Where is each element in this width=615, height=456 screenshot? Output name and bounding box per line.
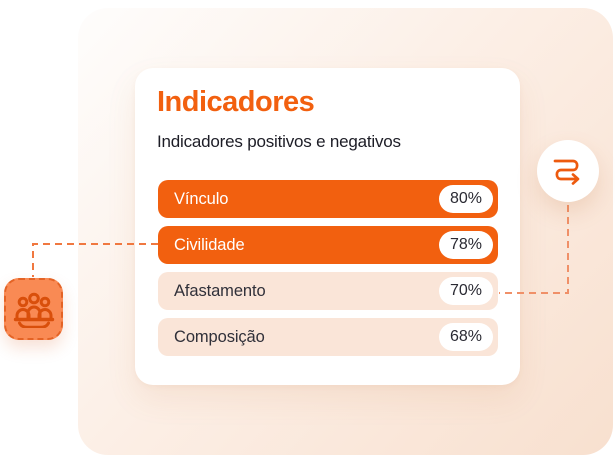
indicator-label: Vínculo xyxy=(174,189,229,208)
indicator-label: Afastamento xyxy=(174,281,266,300)
indicator-row-civilidade[interactable]: Civilidade 78% xyxy=(158,226,498,264)
team-table-icon xyxy=(13,292,54,328)
indicator-row-composicao[interactable]: Composição 68% xyxy=(158,318,498,356)
indicators-card: Indicadores Indicadores positivos e nega… xyxy=(135,68,520,385)
winding-arrow-icon xyxy=(553,159,580,185)
indicator-label: Civilidade xyxy=(174,235,245,254)
value-badge: 78% xyxy=(438,231,493,259)
value-badge: 70% xyxy=(438,277,493,305)
value-badge: 68% xyxy=(438,323,493,351)
indicator-list: Vínculo 80% Civilidade 78% Afastamento 7… xyxy=(158,180,498,364)
indicator-row-afastamento[interactable]: Afastamento 70% xyxy=(158,272,498,310)
value-badge: 80% xyxy=(438,185,493,213)
card-subtitle: Indicadores positivos e negativos xyxy=(157,132,401,151)
card-title: Indicadores xyxy=(157,86,315,118)
team-icon-badge xyxy=(4,278,63,340)
indicator-label: Composição xyxy=(174,327,265,346)
flow-arrow-button[interactable] xyxy=(537,140,599,202)
indicator-row-vinculo[interactable]: Vínculo 80% xyxy=(158,180,498,218)
